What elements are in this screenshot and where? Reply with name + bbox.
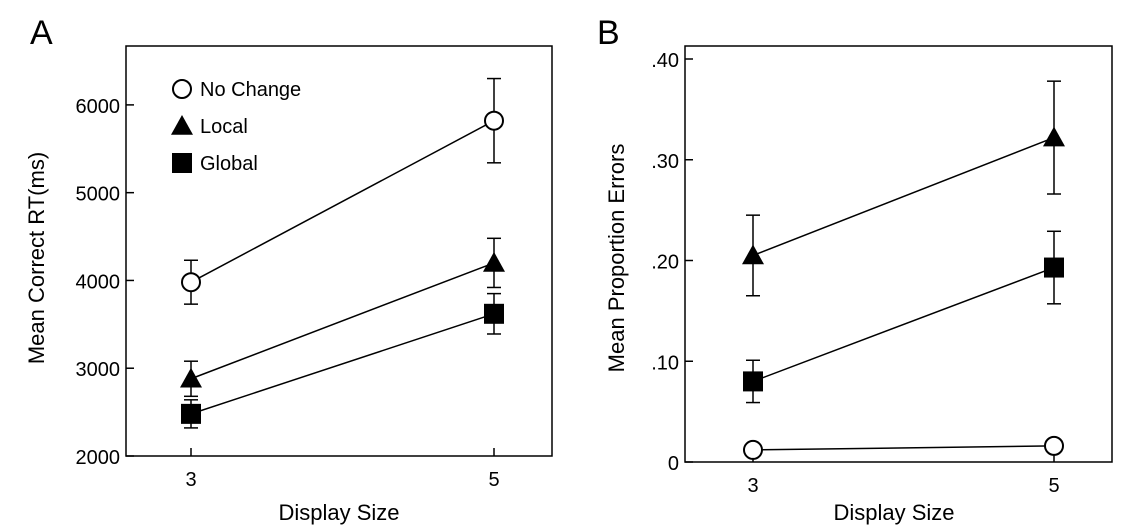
x-tick-label: 3 xyxy=(747,475,758,497)
data-point xyxy=(181,272,201,293)
data-point xyxy=(1043,126,1065,147)
data-point xyxy=(483,251,505,272)
y-tick-label: 4000 xyxy=(76,271,121,293)
series-global xyxy=(743,230,1064,404)
y-axis-title: Mean Correct RT(ms) xyxy=(24,152,49,364)
y-tick-label: .30 xyxy=(651,151,679,173)
plot-frame xyxy=(125,45,553,457)
y-tick-label: 5000 xyxy=(76,184,121,206)
data-point xyxy=(743,439,763,460)
series-line xyxy=(752,136,1055,257)
y-tick-label: .40 xyxy=(651,50,679,72)
series-local xyxy=(742,80,1065,297)
legend-marker xyxy=(171,115,193,135)
data-point xyxy=(1044,257,1064,278)
legend-label: Global xyxy=(200,153,258,175)
series-line xyxy=(752,445,1055,451)
series-line xyxy=(190,120,495,283)
x-tick-label: 3 xyxy=(185,469,196,491)
series-global xyxy=(181,292,504,429)
data-point xyxy=(742,244,764,265)
y-tick-label: 2000 xyxy=(76,447,121,469)
data-point xyxy=(484,303,504,324)
x-tick-label: 5 xyxy=(1048,475,1059,497)
data-point xyxy=(743,371,763,392)
legend: No Change Local Global xyxy=(171,79,301,175)
y-tick-label: .10 xyxy=(651,352,679,374)
series-local xyxy=(180,237,505,398)
y-tick-label: 0 xyxy=(668,453,679,475)
legend-marker xyxy=(172,79,192,99)
panel-label: A xyxy=(30,14,53,52)
y-tick-label: 6000 xyxy=(76,96,121,118)
data-point xyxy=(484,110,504,131)
panel-b: B 0 .10 .20 .30 .40 3 5 Display Size Mean Proport… xyxy=(597,14,1113,525)
data-point xyxy=(180,367,202,388)
series-line xyxy=(752,266,1055,383)
data-point xyxy=(1044,435,1064,456)
y-tick-label: 3000 xyxy=(76,359,121,381)
legend-label: Local xyxy=(200,116,248,138)
y-axis-title: Mean Proportion Errors xyxy=(604,144,629,373)
series-no-change xyxy=(181,77,504,305)
legend-label: No Change xyxy=(200,79,301,101)
panel-a: A 2000 3000 4000 5000 6000 3 5 Display Size Mean … xyxy=(24,14,553,525)
plot-frame xyxy=(684,45,1113,463)
data-point xyxy=(181,403,201,424)
series-no-change xyxy=(743,435,1064,460)
legend-marker xyxy=(172,153,192,173)
y-tick-label: .20 xyxy=(651,252,679,274)
x-tick-label: 5 xyxy=(488,469,499,491)
panel-label: B xyxy=(597,14,620,52)
x-axis-title: Display Size xyxy=(278,500,399,525)
series-line xyxy=(190,313,495,415)
x-axis-title: Display Size xyxy=(833,500,954,525)
series-line xyxy=(190,262,495,380)
